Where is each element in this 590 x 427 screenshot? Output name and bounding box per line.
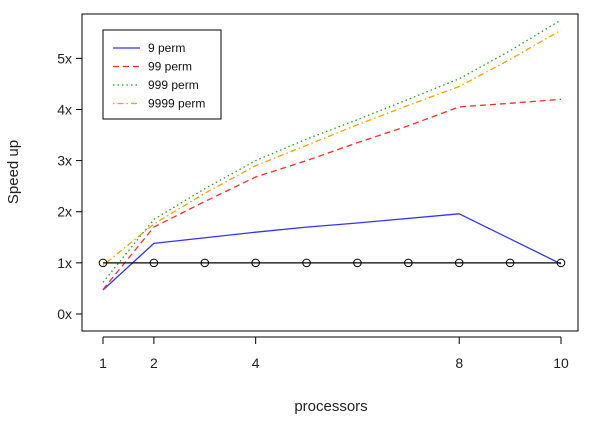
y-tick-label: 3x	[57, 153, 72, 169]
x-tick-label: 10	[553, 355, 569, 371]
reference-marker	[200, 258, 210, 268]
y-tick-label: 1x	[57, 255, 72, 271]
legend: 9 perm 99 perm 999 perm 9999 perm	[102, 29, 222, 120]
y-tick-label: 5x	[57, 50, 72, 66]
reference-layer	[98, 258, 566, 268]
series-line-9999-perm	[102, 29, 562, 266]
legend-label: 9999 perm	[148, 97, 205, 111]
y-axis: 0x 1x 2x 3x 4x 5x	[57, 50, 82, 322]
reference-marker	[556, 258, 566, 268]
plot-frame	[81, 13, 579, 332]
reference-marker	[98, 258, 108, 268]
x-axis: 1 2 4 8 10	[99, 336, 569, 371]
legend-box	[102, 29, 222, 120]
series-layer	[102, 19, 562, 291]
x-tick-label: 2	[150, 355, 158, 371]
x-tick-label: 8	[455, 355, 463, 371]
legend-label: 99 perm	[148, 60, 192, 74]
y-axis-title: Speed up	[5, 140, 22, 204]
x-tick-label: 1	[99, 355, 107, 371]
series-line-999-perm	[102, 19, 562, 283]
legend-label: 999 perm	[148, 78, 199, 92]
reference-marker	[149, 258, 159, 268]
series-line-9-perm	[102, 213, 562, 291]
x-axis-title: processors	[294, 398, 367, 415]
series-line-99-perm	[102, 98, 562, 290]
reference-marker	[302, 258, 311, 268]
x-tick-label: 4	[252, 355, 260, 371]
y-tick-label: 0x	[57, 306, 72, 322]
reference-marker	[505, 258, 515, 268]
reference-marker	[454, 258, 464, 268]
y-tick-label: 2x	[57, 204, 72, 220]
reference-marker	[353, 258, 362, 268]
reference-marker	[404, 258, 413, 268]
legend-label: 9 perm	[148, 41, 185, 55]
y-tick-label: 4x	[57, 101, 72, 117]
reference-marker	[251, 258, 260, 268]
